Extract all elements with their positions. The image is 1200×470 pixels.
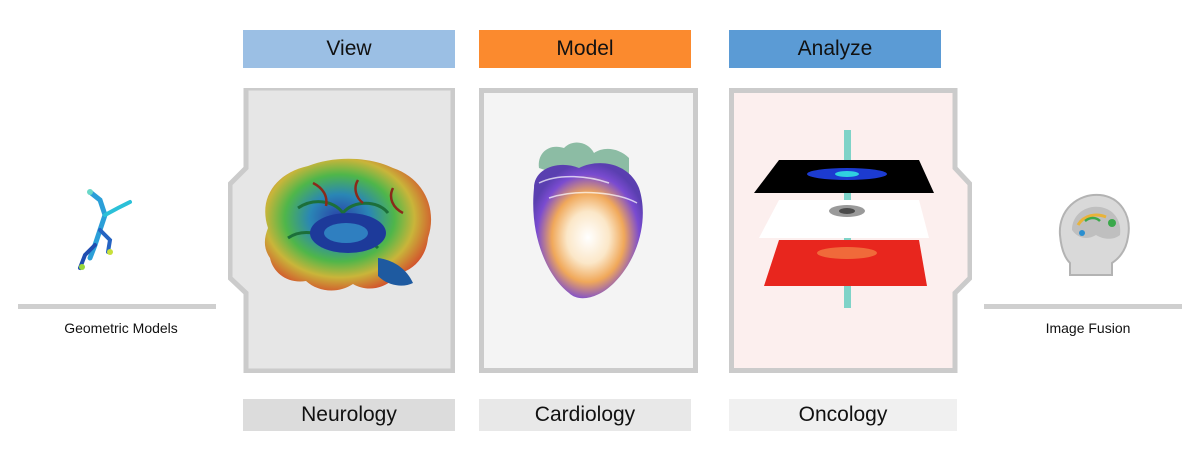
geometric-models-figure (70, 180, 140, 275)
cardiology-label: Cardiology (534, 403, 636, 426)
left-shelf (18, 304, 216, 309)
stage-analyze-title: Analyze (797, 37, 873, 60)
stage-view-title: View (326, 37, 372, 60)
vessel-tree-icon (78, 189, 132, 270)
stage-analyze-header: Analyze (729, 30, 941, 68)
right-shelf (984, 304, 1182, 309)
heart-icon (533, 142, 643, 299)
oncology-label: Oncology (798, 403, 888, 426)
pet-ct-slices-icon (754, 130, 934, 308)
geometric-models-label: Geometric Models (64, 320, 178, 336)
brain-icon (264, 158, 432, 291)
image-fusion-figure (1040, 185, 1135, 280)
stage-model-domain: Cardiology (479, 399, 691, 431)
stage-analyze-panel (729, 88, 973, 373)
neurology-label: Neurology (301, 403, 397, 426)
analyze-panel-frame (729, 88, 973, 373)
model-panel-frame (479, 88, 698, 373)
image-fusion-label: Image Fusion (1045, 320, 1131, 336)
stage-view-header: View (243, 30, 455, 68)
head-mri-icon (1058, 193, 1130, 276)
stage-view-panel (227, 85, 456, 374)
stage-model-header: Model (479, 30, 691, 68)
stage-analyze-domain: Oncology (729, 399, 957, 431)
view-panel-frame (227, 85, 456, 374)
stage-view-domain: Neurology (243, 399, 455, 431)
stage-model-title: Model (556, 37, 614, 60)
stage-model-panel (479, 88, 698, 373)
